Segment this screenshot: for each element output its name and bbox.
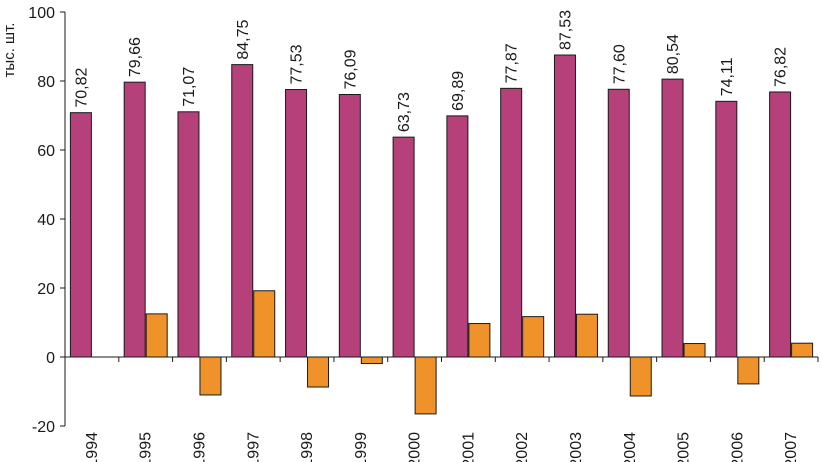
bar-1995-series-1: [123, 81, 146, 358]
data-label: 80,54: [665, 34, 682, 74]
x-tick-label: 2007: [783, 432, 800, 462]
y-axis-ticks: -20 0 20 40 60 80 100: [28, 5, 65, 436]
bar-2007-series-2: [791, 342, 814, 358]
data-label: 87,53: [557, 10, 574, 50]
bar-2001-series-1: [446, 115, 469, 358]
bar-1997-series-1: [231, 64, 254, 358]
x-tick-label: 2000: [407, 432, 424, 462]
bar-2003-series-2: [575, 313, 598, 358]
x-tick-label: 2001: [460, 432, 477, 462]
bars-group: [69, 54, 814, 415]
bar-2000-series-1: [392, 136, 415, 358]
x-tick-label: 1996: [191, 432, 208, 462]
x-tick-label: 1999: [353, 432, 370, 462]
x-tick-label: 1998: [299, 432, 316, 462]
bar-2000-series-2: [414, 356, 437, 415]
bar-1999-series-1: [338, 93, 361, 358]
data-label: 74,11: [719, 57, 736, 96]
x-tick-label: 1997: [245, 432, 262, 462]
data-label: 71,07: [181, 67, 198, 107]
x-tick-label: 1994: [84, 432, 101, 462]
y-tick-label: 60: [37, 143, 55, 160]
x-tick-label: 2004: [622, 432, 639, 462]
x-tick-label: 1995: [138, 432, 155, 462]
x-tick-label: 2002: [514, 432, 531, 462]
bar-2004-series-1: [607, 88, 630, 358]
y-tick-label: 20: [37, 281, 55, 298]
bar-2004-series-2: [629, 356, 652, 397]
data-labels: 70,82 79,66 71,07 84,75 77,53 76,09 63,73 69,89…: [73, 10, 789, 132]
data-label: 76,09: [342, 49, 359, 89]
bar-1996-series-2: [199, 356, 222, 396]
bar-2002-series-2: [522, 316, 545, 358]
x-tick-label: 2003: [568, 432, 585, 462]
data-label: 63,73: [396, 92, 413, 132]
axes: [64, 12, 819, 426]
y-tick-label: -20: [32, 419, 55, 436]
bar-2007-series-1: [769, 91, 792, 358]
bar-1997-series-2: [253, 290, 276, 358]
bar-2005-series-2: [683, 343, 706, 358]
data-label: 69,89: [450, 71, 467, 111]
y-tick-label: 0: [46, 350, 55, 367]
bar-2006-series-2: [737, 356, 760, 385]
x-axis-ticks: 1994 1995 1996 1997 1998 1999 2000 2001 2002 2003…: [84, 432, 800, 462]
bar-2001-series-2: [468, 323, 491, 358]
bar-1998-series-1: [285, 89, 308, 358]
bar-2002-series-1: [500, 87, 523, 358]
bar-1994-series-1: [69, 112, 92, 358]
bar-1998-series-2: [307, 356, 330, 388]
bar-2005-series-1: [661, 78, 684, 358]
data-label: 70,82: [73, 68, 90, 108]
data-label: 76,82: [773, 47, 790, 87]
data-label: 77,87: [504, 43, 521, 83]
y-tick-label: 100: [28, 5, 55, 22]
y-tick-label: 80: [37, 74, 55, 91]
bar-1999-series-2: [360, 356, 383, 365]
data-label: 77,60: [611, 44, 628, 84]
y-tick-label: 40: [37, 212, 55, 229]
data-label: 77,53: [289, 44, 306, 84]
data-label: 84,75: [235, 19, 252, 59]
bar-2006-series-1: [715, 100, 738, 358]
y-axis-title: тыс. шт.: [1, 23, 18, 78]
bar-1995-series-2: [145, 313, 168, 358]
data-label: 79,66: [127, 37, 144, 77]
x-tick-label: 2006: [729, 432, 746, 462]
x-tick-label: 2005: [676, 432, 693, 462]
bar-1996-series-1: [177, 111, 200, 358]
bar-2003-series-1: [553, 54, 576, 358]
